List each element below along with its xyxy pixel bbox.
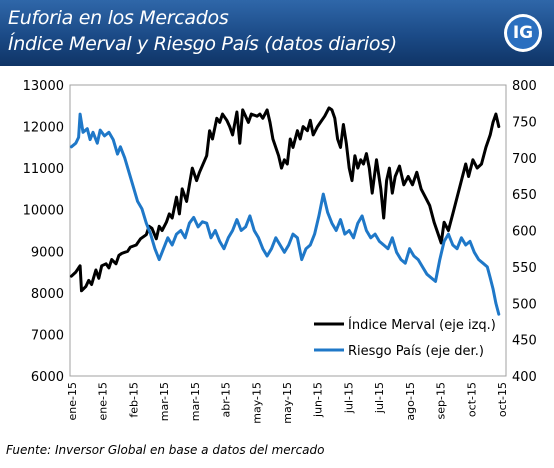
x-tick-label: jul-15 — [342, 382, 355, 414]
x-tick-label: feb-15 — [127, 382, 140, 418]
y-left-tick-label: 7000 — [31, 328, 64, 343]
chart-subtitle: Índice Merval y Riesgo País (datos diari… — [8, 33, 397, 55]
line-chart: 6000 7000 8000 9000 10000 11000 12000 13000 400 4… — [23, 79, 537, 424]
y-left-tick-label: 11000 — [23, 162, 64, 177]
x-tick-label: jul-15 — [373, 382, 386, 414]
y-right-tick-label: 650 — [512, 188, 537, 203]
plot-frame — [69, 84, 507, 377]
merval-line — [69, 106, 501, 293]
x-tick-label: ago-15 — [404, 382, 417, 421]
x-tick-label: sep-15 — [435, 382, 448, 419]
y-left-tick-label: 12000 — [23, 121, 64, 136]
y-left-tick-label: 9000 — [31, 245, 64, 260]
y-right-tick-label: 750 — [512, 115, 537, 130]
y-left-tick-label: 8000 — [31, 287, 64, 302]
x-tick-label: may-15 — [250, 382, 263, 424]
y-right-tick-label: 550 — [512, 261, 537, 276]
x-tick-label: ene-15 — [66, 382, 79, 420]
y-right-tick-label: 400 — [512, 370, 537, 385]
x-tick-label: mar-15 — [189, 382, 202, 421]
chart-title: Euforia en los Mercados — [8, 7, 229, 29]
x-tick-label: oct-15 — [496, 382, 509, 417]
riesgo-pais-line — [69, 112, 501, 316]
y-left-tick-label: 10000 — [23, 204, 64, 219]
source-note: Fuente: Inversor Global en base a datos … — [6, 443, 325, 457]
ig-logo-text: IG — [507, 17, 539, 49]
legend-label-riesgo-pais: Riesgo País (eje der.) — [348, 344, 484, 359]
x-tick-label: may-15 — [281, 382, 294, 424]
y-right-tick-label: 500 — [512, 297, 537, 312]
x-tick-label: ene-15 — [97, 382, 110, 420]
chart-header: Euforia en los Mercados Índice Merval y … — [0, 0, 554, 66]
y-right-tick-label: 600 — [512, 225, 537, 240]
y-left-tick-label: 13000 — [23, 79, 64, 94]
x-tick-label: jun-15 — [312, 382, 325, 418]
y-right-tick-label: 700 — [512, 152, 537, 167]
y-right-tick-label: 450 — [512, 334, 537, 349]
y-right-tick-label: 800 — [512, 79, 537, 94]
x-tick-label: abr-15 — [220, 382, 233, 418]
ig-logo: IG — [504, 14, 542, 52]
legend-label-merval: Índice Merval (eje izq.) — [348, 317, 496, 333]
x-tick-label: mar-15 — [158, 382, 171, 421]
y-left-tick-label: 6000 — [31, 370, 64, 385]
x-tick-label: oct-15 — [465, 382, 478, 417]
